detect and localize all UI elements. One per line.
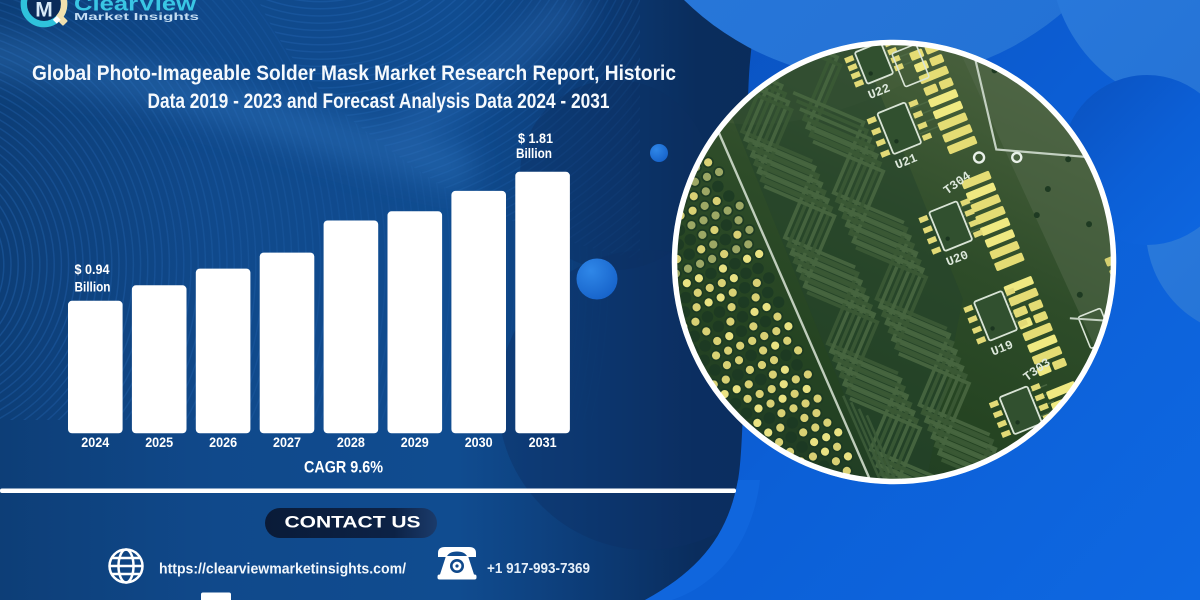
svg-text:Billion: Billion <box>75 279 111 295</box>
svg-text:CAGR 9.6%: CAGR 9.6% <box>304 459 383 477</box>
svg-text:+1 917-993-7369: +1 917-993-7369 <box>487 561 590 577</box>
svg-text:Market Insights: Market Insights <box>74 11 199 23</box>
svg-text:$ 1.81: $ 1.81 <box>518 130 553 146</box>
svg-text:M: M <box>35 0 53 22</box>
svg-text:2026: 2026 <box>209 434 237 450</box>
svg-text:Global Photo-Imageable Solder: Global Photo-Imageable Solder Mask Marke… <box>32 62 676 85</box>
svg-text:2025: 2025 <box>145 434 173 450</box>
svg-text:2028: 2028 <box>337 434 365 450</box>
svg-text:https://clearviewmarketinsight: https://clearviewmarketinsights.com/ <box>159 561 407 578</box>
svg-text:ClearView: ClearView <box>74 0 197 16</box>
svg-text:Billion: Billion <box>516 145 552 161</box>
svg-text:2027: 2027 <box>273 434 301 450</box>
svg-text:2024: 2024 <box>81 434 109 450</box>
svg-text:2029: 2029 <box>401 434 429 450</box>
svg-text:2031: 2031 <box>529 434 557 450</box>
svg-text:Data 2019 - 2023 and Forecast: Data 2019 - 2023 and Forecast Analysis D… <box>148 90 610 113</box>
svg-text:CONTACT US: CONTACT US <box>285 514 421 532</box>
svg-text:2030: 2030 <box>465 434 493 450</box>
svg-text:$ 0.94: $ 0.94 <box>75 261 110 277</box>
